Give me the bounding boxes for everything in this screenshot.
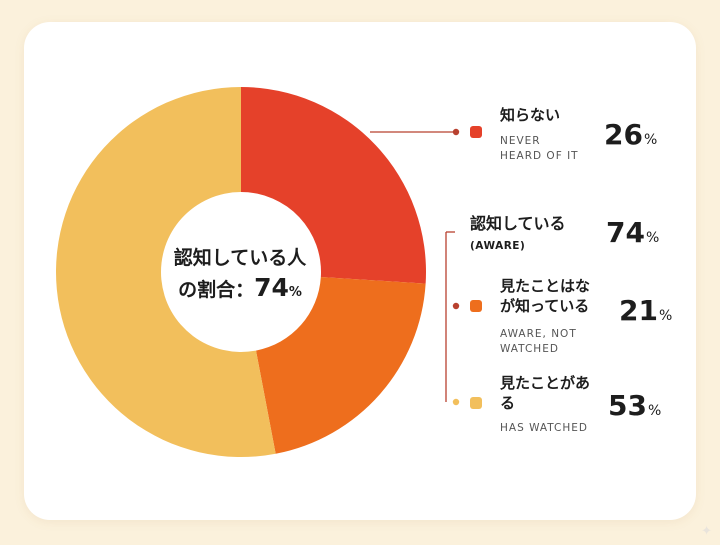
legend-leader-lines bbox=[370, 128, 460, 406]
center-label-line1: 認知している人 bbox=[173, 247, 307, 269]
legend-never-value: 26 bbox=[604, 118, 643, 151]
legend-not-watched-value-group: 21% bbox=[619, 295, 672, 332]
legend-aware-value: 74 bbox=[606, 216, 645, 249]
legend-never-sub2: HEARD OF IT bbox=[500, 150, 579, 162]
sparkle-icon: ✦ bbox=[701, 524, 712, 539]
slice-watched bbox=[56, 87, 276, 457]
legend-never-title: 知らない bbox=[500, 106, 561, 124]
legend-never-value-group: 26% bbox=[604, 119, 657, 156]
legend-not-watched-title1: 見たことはな bbox=[500, 277, 591, 295]
center-label-line2: の割合：74% bbox=[150, 273, 330, 308]
leader-dot-watched bbox=[452, 398, 460, 406]
legend-not-watched-sub1: AWARE, NOT bbox=[500, 328, 577, 340]
swatch-watched bbox=[470, 397, 482, 409]
legend-never-unit: % bbox=[643, 132, 658, 148]
slice-never bbox=[241, 87, 426, 284]
center-label-value: 74 bbox=[254, 273, 289, 302]
legend-aware-sub: (AWARE) bbox=[470, 240, 526, 252]
legend-watched-value: 53 bbox=[608, 389, 647, 422]
legend-watched-sub: HAS WATCHED bbox=[500, 422, 589, 434]
slice-not-watched bbox=[255, 277, 426, 454]
leader-dot-never bbox=[452, 128, 460, 136]
legend-not-watched-title2: が知っている bbox=[500, 297, 590, 315]
center-label-prefix: の割合： bbox=[178, 279, 255, 301]
legend-not-watched-sub2: WATCHED bbox=[500, 343, 559, 355]
legend-aware-unit: % bbox=[645, 230, 660, 246]
legend-aware-title: 認知している bbox=[470, 214, 566, 233]
legend-not-watched-unit: % bbox=[658, 308, 673, 324]
legend-watched-title1: 見たことがあ bbox=[500, 374, 591, 392]
legend-never-sub1: NEVER bbox=[500, 135, 541, 147]
legend-watched-title2: る bbox=[500, 394, 516, 412]
legend-watched-value-group: 53% bbox=[608, 390, 661, 427]
legend-not-watched-value: 21 bbox=[619, 294, 658, 327]
center-label: 認知している人 の割合：74% bbox=[150, 243, 330, 308]
legend-aware-value-group: 74% bbox=[606, 217, 659, 254]
swatch-never bbox=[470, 126, 482, 138]
legend-watched-unit: % bbox=[647, 403, 662, 419]
center-label-unit: % bbox=[288, 285, 302, 300]
leader-dot-not-watched bbox=[452, 302, 460, 310]
swatch-not-watched bbox=[470, 300, 482, 312]
